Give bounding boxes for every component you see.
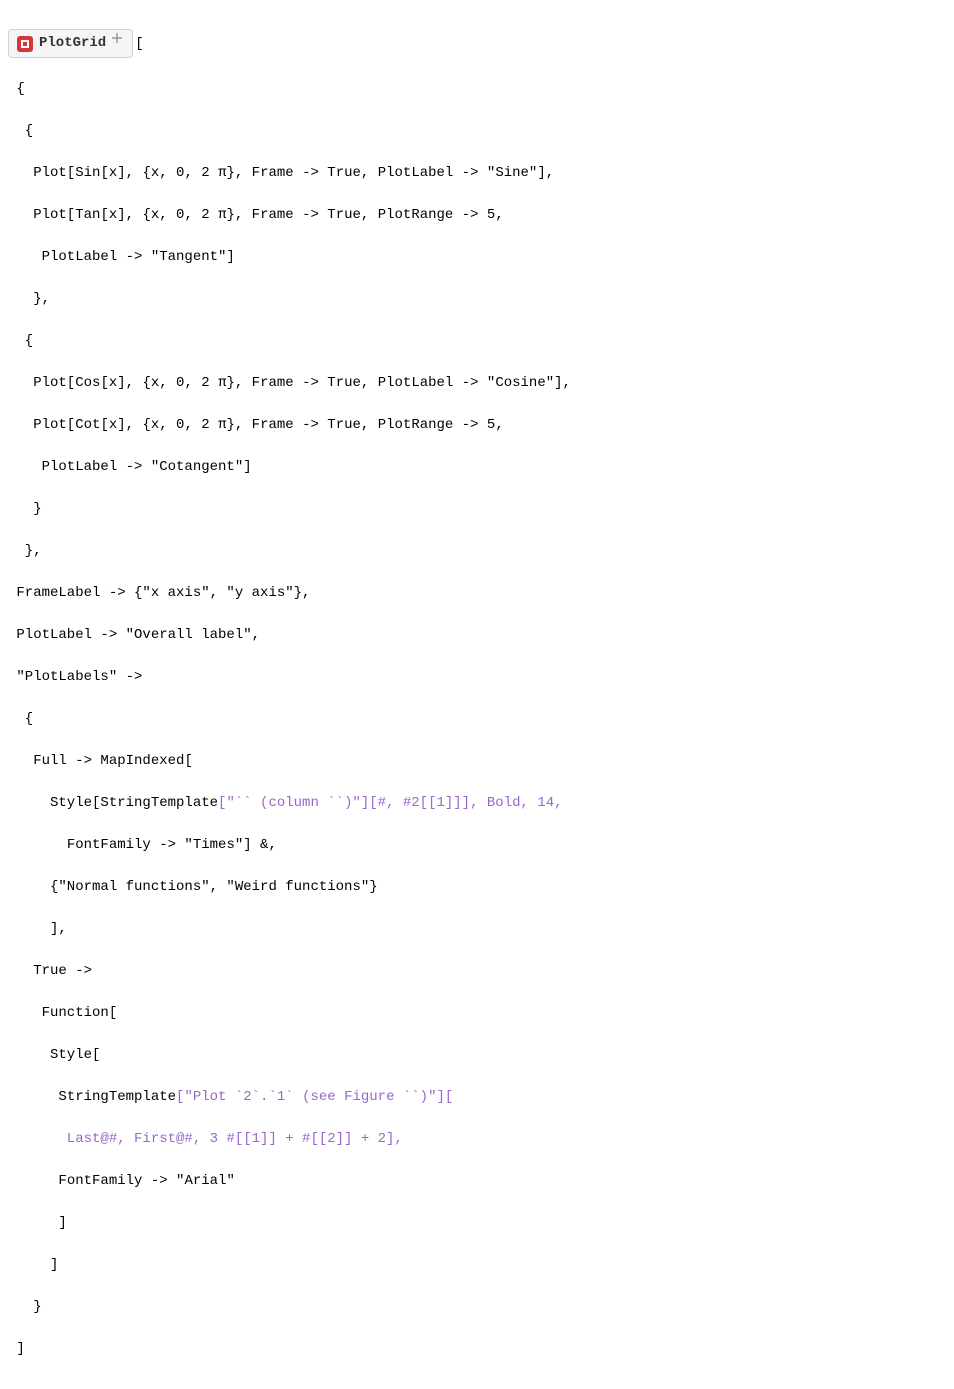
code-text: Plot[	[8, 375, 75, 391]
code-text	[8, 1089, 58, 1105]
code-symbol: True	[327, 375, 361, 391]
code-text: [	[135, 36, 143, 52]
code-line: }	[8, 1297, 946, 1318]
code-text: Style[	[8, 795, 100, 811]
code-text	[8, 837, 67, 853]
code-text: , PlotRange -> 5,	[361, 207, 504, 223]
code-text: [x], {x, 0, 2	[100, 207, 218, 223]
code-text: }, Frame ->	[226, 207, 327, 223]
code-line: Function[	[8, 1003, 946, 1024]
code-symbol: MapIndexed	[100, 753, 184, 769]
code-text: , PlotLabel -> "Sine"],	[361, 165, 554, 181]
code-text: }, Frame ->	[226, 417, 327, 433]
code-symbol: True	[33, 963, 67, 979]
code-line: PlotLabel -> "Tangent"]	[8, 247, 946, 268]
code-text: [x], {x, 0, 2	[100, 165, 218, 181]
code-string: ["Plot `2`.`1` (see Figure ``)"][	[176, 1089, 453, 1105]
code-text: Full ->	[8, 753, 100, 769]
code-symbol: StringTemplate	[58, 1089, 176, 1105]
code-symbol: StringTemplate	[100, 795, 218, 811]
code-line: ]	[8, 1213, 946, 1234]
code-text: Plot[	[8, 417, 75, 433]
code-line: },	[8, 289, 946, 310]
code-line: Last@#, First@#, 3 #[[1]] + #[[2]] + 2],	[8, 1129, 946, 1150]
code-text	[8, 963, 33, 979]
code-line: {	[8, 121, 946, 142]
code-text: -> "Arial"	[142, 1173, 234, 1189]
code-text: Plot[	[8, 207, 75, 223]
code-text: ->	[67, 963, 92, 979]
code-line: PlotLabel -> "Cotangent"]	[8, 457, 946, 478]
code-line: Style[	[8, 1045, 946, 1066]
code-symbol: True	[327, 417, 361, 433]
code-line: {	[8, 331, 946, 352]
code-text: Plot[	[8, 165, 75, 181]
code-line: {	[8, 79, 946, 100]
code-symbol: Tan	[75, 207, 100, 223]
code-symbol: Sin	[75, 165, 100, 181]
code-line: ],	[8, 919, 946, 940]
resource-function-box[interactable]: PlotGrid	[8, 29, 133, 58]
code-text	[8, 1173, 58, 1189]
code-text: }, Frame ->	[226, 165, 327, 181]
code-editor: PlotGrid[ { { Plot[Sin[x], {x, 0, 2 π}, …	[8, 8, 946, 1381]
code-symbol: True	[327, 207, 361, 223]
code-symbol: FontFamily	[58, 1173, 142, 1189]
code-line: {"Normal functions", "Weird functions"}	[8, 877, 946, 898]
code-text: [x], {x, 0, 2	[100, 417, 218, 433]
code-text: , PlotRange -> 5,	[361, 417, 504, 433]
code-line: }	[8, 499, 946, 520]
code-text: , PlotLabel -> "Cosine"],	[361, 375, 571, 391]
code-symbol: True	[327, 165, 361, 181]
code-line: },	[8, 541, 946, 562]
code-text: [x], {x, 0, 2	[100, 375, 218, 391]
code-line: ]	[8, 1339, 946, 1360]
code-symbol: FontFamily	[67, 837, 151, 853]
code-line: "PlotLabels" ->	[8, 667, 946, 688]
code-line: {	[8, 709, 946, 730]
code-symbol: Cos	[75, 375, 100, 391]
code-text: }, Frame ->	[226, 375, 327, 391]
code-symbol: Cot	[75, 417, 100, 433]
code-text: [	[184, 753, 192, 769]
code-line: ]	[8, 1255, 946, 1276]
code-line: FrameLabel -> {"x axis", "y axis"},	[8, 583, 946, 604]
code-text: -> "Times"] &,	[151, 837, 277, 853]
expand-icon[interactable]	[110, 31, 124, 45]
resource-function-name: PlotGrid	[39, 33, 106, 54]
code-line: PlotLabel -> "Overall label",	[8, 625, 946, 646]
resource-function-icon	[17, 36, 33, 52]
code-string: ["`` (column ``)"][#, #2[[1]]], Bold, 14…	[218, 795, 562, 811]
